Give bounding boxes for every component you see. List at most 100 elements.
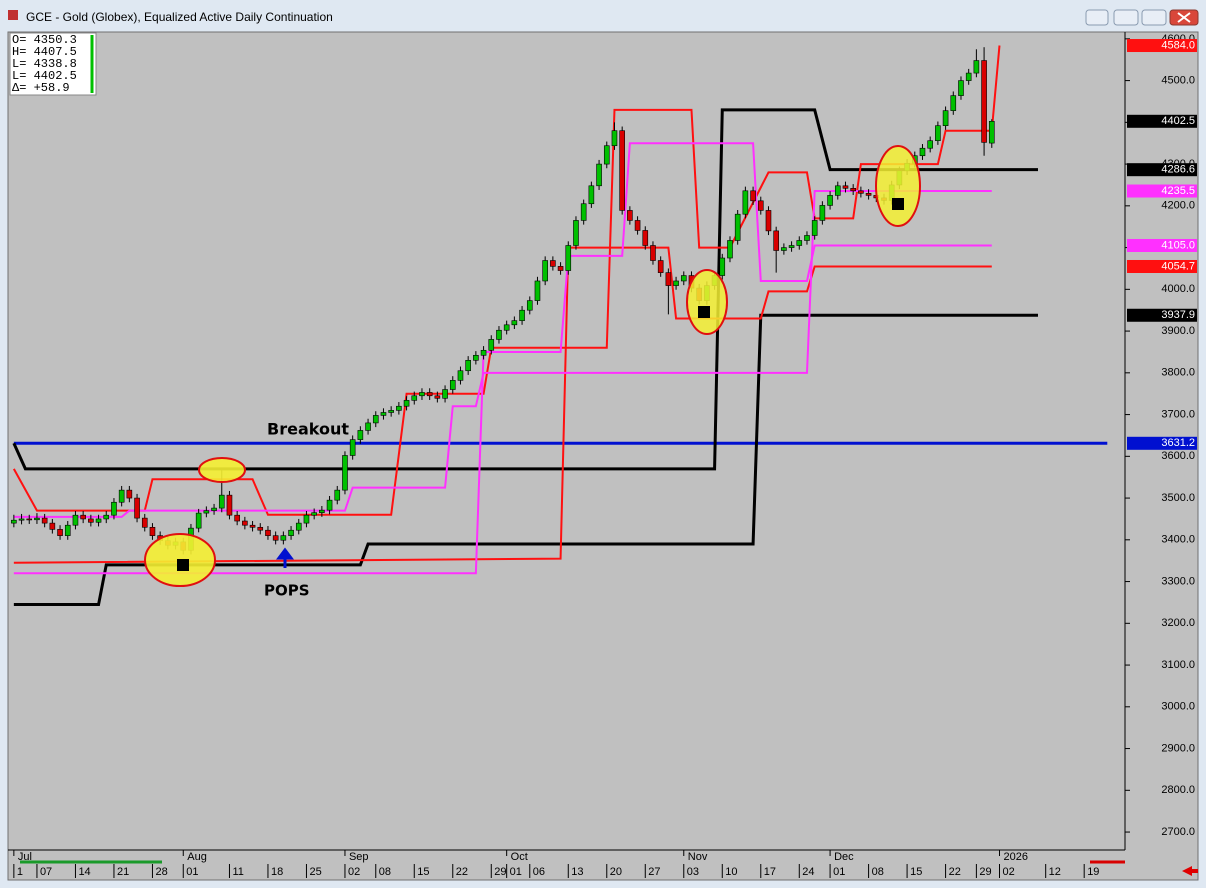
candle-body — [434, 395, 441, 399]
candle-body — [727, 240, 733, 259]
candle-body — [842, 185, 849, 189]
candle-body — [365, 422, 371, 431]
candle-body — [118, 489, 125, 503]
y-tick-label: 3800.0 — [1161, 367, 1195, 379]
candle-body — [242, 520, 248, 526]
candle-body — [657, 260, 664, 273]
candle-body — [49, 522, 56, 530]
highlight-ellipse — [198, 457, 246, 483]
candle-body — [195, 512, 202, 529]
info-row: L= 4338.8 — [12, 57, 77, 71]
price-label: 3937.9 — [1161, 309, 1195, 321]
candle-body — [742, 190, 749, 215]
y-tick-label: 3400.0 — [1161, 534, 1195, 546]
y-tick-label: 3000.0 — [1161, 701, 1195, 713]
price-label: 4105.0 — [1161, 239, 1195, 251]
candle-body — [419, 392, 425, 397]
candle-body — [519, 309, 525, 321]
candle-body — [804, 235, 810, 241]
candle-body — [326, 499, 333, 511]
maximize-button[interactable] — [1141, 9, 1167, 26]
month-label: Nov — [688, 851, 708, 863]
y-tick-label: 3500.0 — [1161, 492, 1195, 504]
candle-body — [449, 380, 456, 390]
candle-body — [473, 354, 479, 361]
x-tick-label: 07 — [40, 866, 52, 878]
candle-body — [773, 230, 779, 251]
candle-body — [311, 512, 317, 516]
scroll-arrow[interactable] — [1182, 866, 1198, 876]
y-tick-label: 2700.0 — [1161, 826, 1195, 838]
x-tick-label: 22 — [949, 866, 961, 878]
plot: 2700.0 2800.0 2900.0 3000.0 3100.0 3200.0 3300… — [11, 33, 1197, 878]
x-tick-label: 11 — [232, 866, 243, 878]
candle-body — [580, 203, 587, 221]
candle-body — [750, 190, 756, 202]
x-tick-label: 18 — [271, 866, 283, 878]
candle-body — [218, 494, 225, 509]
y-tick-label: 2900.0 — [1161, 742, 1195, 754]
y-tick-label: 3900.0 — [1161, 325, 1195, 337]
month-label: Sep — [349, 851, 369, 863]
pin-button[interactable] — [1085, 9, 1109, 26]
candle-body — [965, 72, 972, 81]
minimize-button[interactable] — [1113, 9, 1139, 26]
x-tick-label: 29 — [979, 866, 991, 878]
x-tick-label: 25 — [309, 866, 321, 878]
candle-body — [834, 185, 841, 196]
candle-body — [788, 245, 795, 248]
candle-body — [935, 125, 941, 142]
candle-body — [511, 320, 518, 326]
price-label: 3631.2 — [1161, 437, 1195, 449]
candle-body — [542, 260, 548, 282]
candle-body — [526, 300, 533, 311]
candle-body — [41, 517, 48, 524]
candle-body — [72, 514, 79, 526]
candle-body — [757, 200, 764, 211]
info-box-bg — [9, 32, 97, 96]
candle-body — [211, 507, 217, 511]
candle-body — [573, 220, 579, 246]
candle-body — [650, 245, 656, 261]
candle-body — [919, 147, 926, 157]
x-tick-label: 08 — [379, 866, 391, 878]
candle-body — [603, 145, 610, 165]
candle-body — [380, 412, 387, 416]
candle-body — [349, 439, 356, 456]
price-label-box — [1127, 184, 1197, 198]
annotation: Breakout — [267, 420, 349, 439]
candle-body — [958, 80, 964, 96]
candle-body — [634, 220, 641, 231]
window-title: GCE - Gold (Globex), Equalized Active Da… — [26, 10, 333, 24]
candle-body — [557, 266, 564, 271]
candle-body — [26, 518, 33, 521]
candle-body — [457, 370, 464, 381]
candle-body — [64, 524, 71, 536]
info-row: O= 4350.3 — [12, 33, 77, 47]
candle-body — [858, 190, 864, 194]
y-tick-label: 4200.0 — [1161, 200, 1195, 212]
x-tick-label: 19 — [1087, 866, 1099, 878]
candle-body — [765, 210, 772, 232]
candle-body — [534, 280, 541, 301]
indicator-line — [13, 190, 992, 518]
candle-body — [942, 110, 949, 126]
candle-body — [927, 140, 933, 149]
signal-marker — [698, 306, 710, 318]
candle-body — [673, 280, 679, 286]
candle-body — [265, 529, 271, 536]
candle-body — [357, 430, 364, 440]
candle-body — [950, 95, 957, 111]
price-label: 4054.7 — [1161, 260, 1195, 272]
x-tick-label: 12 — [1049, 866, 1061, 878]
candle-body — [619, 130, 625, 211]
x-tick-label: 27 — [648, 866, 660, 878]
candle-body — [503, 324, 510, 331]
highlight-ellipse — [875, 145, 921, 227]
price-label-box — [1127, 39, 1197, 53]
candle-body — [95, 518, 102, 523]
candle-body — [203, 510, 210, 514]
candle-body — [496, 329, 502, 340]
candle-body — [988, 120, 995, 144]
y-tick-label: 3300.0 — [1161, 575, 1195, 587]
